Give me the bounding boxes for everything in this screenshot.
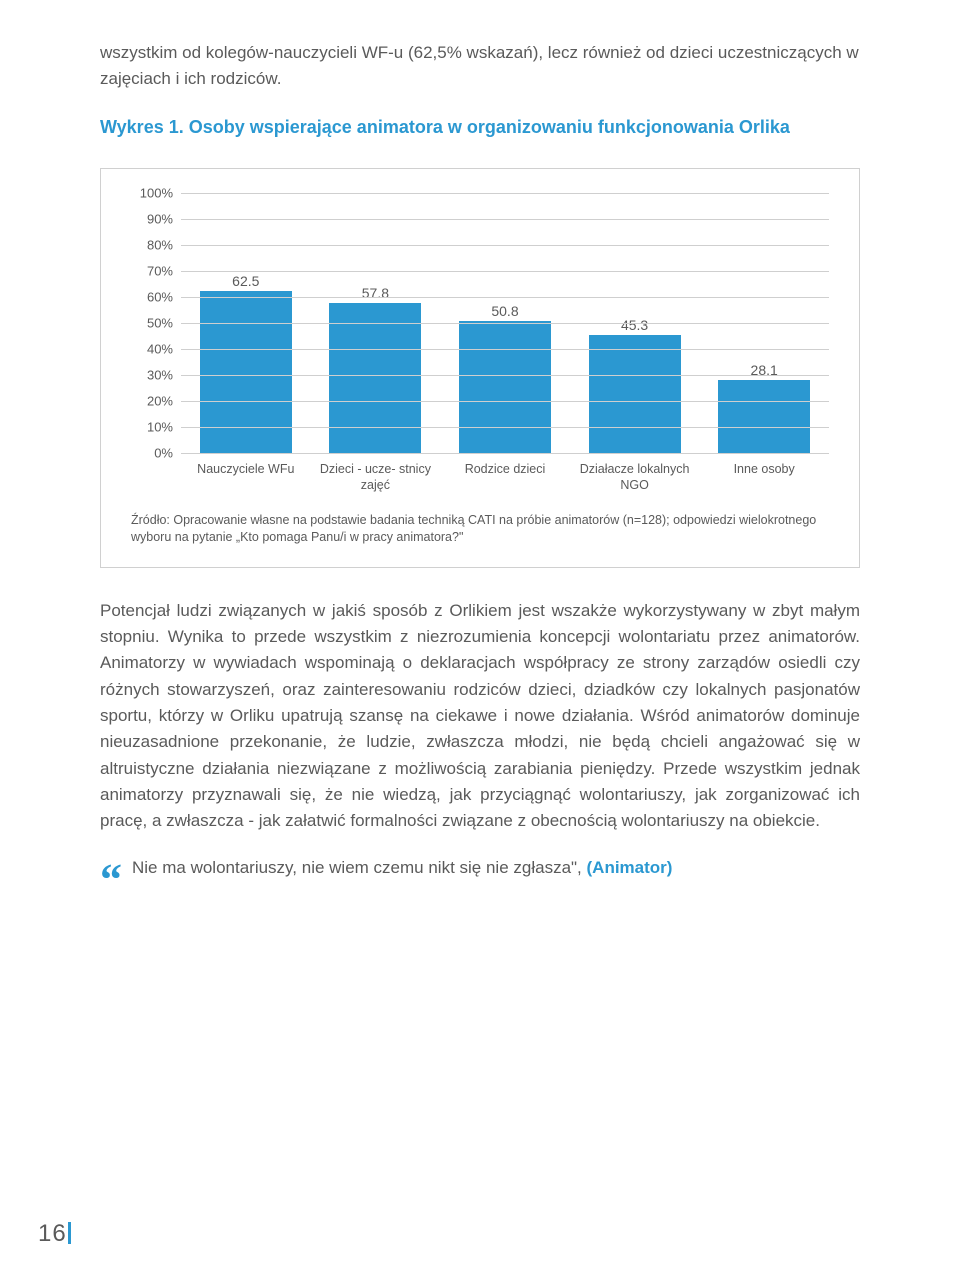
chart-gridline [181, 271, 829, 272]
chart-bar-group: 50.8 [447, 303, 564, 453]
chart-bar-value: 62.5 [232, 273, 259, 289]
page-number-accent [68, 1222, 71, 1244]
chart-ytick: 40% [131, 342, 173, 357]
chart-gridline [181, 349, 829, 350]
chart-source: Źródło: Opracowanie własne na podstawie … [131, 512, 829, 547]
chart-bar [329, 303, 421, 453]
chart-xlabel: Działacze lokalnych NGO [576, 461, 693, 494]
chart-title: Wykres 1. Osoby wspierające animatora w … [100, 115, 860, 140]
chart-ytick: 20% [131, 394, 173, 409]
page-number-value: 16 [38, 1220, 67, 1247]
chart-gridline [181, 453, 829, 454]
chart-bar [589, 335, 681, 453]
page-number: 16 [38, 1220, 71, 1248]
chart-ytick: 60% [131, 290, 173, 305]
chart-ytick: 30% [131, 368, 173, 383]
chart-bar [459, 321, 551, 453]
chart-xlabel: Nauczyciele WFu [187, 461, 304, 494]
quote-mark-icon: “ [100, 865, 122, 896]
chart-ytick: 90% [131, 212, 173, 227]
chart-bar-value: 45.3 [621, 317, 648, 333]
chart-bar [718, 380, 810, 453]
quote-attribution: (Animator) [587, 858, 673, 877]
chart-ytick: 80% [131, 238, 173, 253]
chart-bar-value: 50.8 [491, 303, 518, 319]
chart-ytick: 50% [131, 316, 173, 331]
chart-bar-group: 45.3 [576, 317, 693, 453]
chart-ytick: 10% [131, 420, 173, 435]
chart-bar [200, 291, 292, 454]
chart-gridline [181, 245, 829, 246]
quote-block: “ Nie ma wolontariuszy, nie wiem czemu n… [100, 855, 860, 896]
chart-gridline [181, 323, 829, 324]
chart-gridline [181, 297, 829, 298]
quote-body: Nie ma wolontariuszy, nie wiem czemu nik… [132, 858, 587, 877]
chart-ytick: 0% [131, 446, 173, 461]
quote-text: Nie ma wolontariuszy, nie wiem czemu nik… [132, 855, 860, 881]
chart-ytick: 100% [131, 186, 173, 201]
chart-container: 62.557.850.845.328.1 100%90%80%70%60%50%… [100, 168, 860, 568]
chart-bar-group: 62.5 [187, 273, 304, 454]
chart-gridline [181, 219, 829, 220]
chart-plot: 62.557.850.845.328.1 100%90%80%70%60%50%… [181, 193, 829, 453]
chart-xlabel: Dzieci - ucze- stnicy zajęć [317, 461, 434, 494]
chart-xaxis: Nauczyciele WFu Dzieci - ucze- stnicy zaj… [181, 461, 829, 494]
chart-ytick: 70% [131, 264, 173, 279]
chart-gridline [181, 401, 829, 402]
body-paragraph: Potencjał ludzi związanych w jakiś sposó… [100, 598, 860, 835]
chart-gridline [181, 375, 829, 376]
chart-gridline [181, 193, 829, 194]
intro-paragraph: wszystkim od kolegów-nauczycieli WF-u (6… [100, 40, 860, 91]
chart-bar-value: 57.8 [362, 285, 389, 301]
chart-xlabel: Rodzice dzieci [447, 461, 564, 494]
chart-gridline [181, 427, 829, 428]
chart-xlabel: Inne osoby [706, 461, 823, 494]
